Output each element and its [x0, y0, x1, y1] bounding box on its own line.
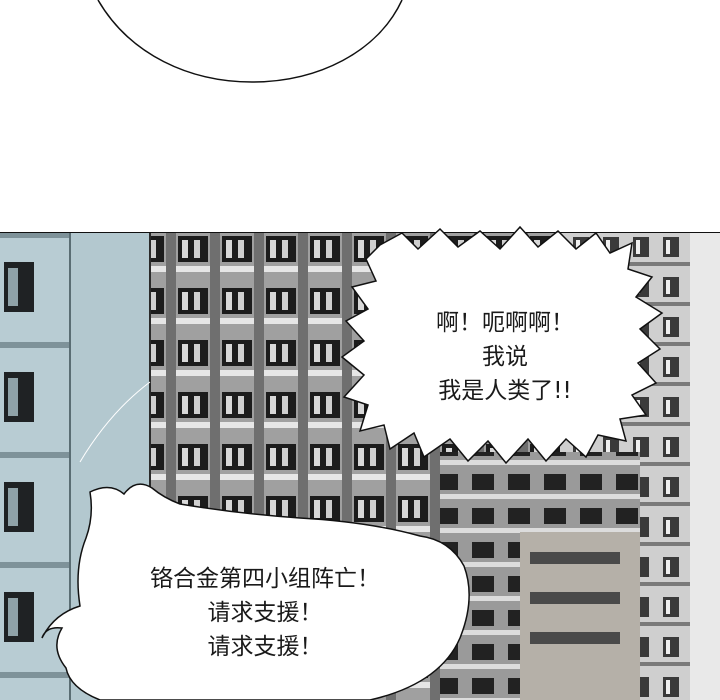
shout-line-3: 我是人类了!!	[438, 378, 572, 404]
speech-line-3: 请求支援！	[207, 634, 323, 660]
top-panel	[0, 0, 720, 232]
speech-line-1: 铬合金第四小组阵亡！	[150, 566, 380, 592]
shout-line-2: 我说	[482, 344, 528, 370]
speech-balloon-outline	[97, 0, 403, 83]
shout-text-upper: 啊！呃啊啊！ 我说 我是人类了!!	[392, 306, 618, 408]
shout-balloon-upper	[340, 225, 664, 465]
speech-balloon-lower	[41, 483, 470, 700]
speech-text-lower: 铬合金第四小组阵亡！ 请求支援！ 请求支援！	[120, 562, 410, 664]
shout-line-1: 啊！呃啊啊！	[436, 310, 574, 336]
speech-line-2: 请求支援！	[207, 600, 323, 626]
